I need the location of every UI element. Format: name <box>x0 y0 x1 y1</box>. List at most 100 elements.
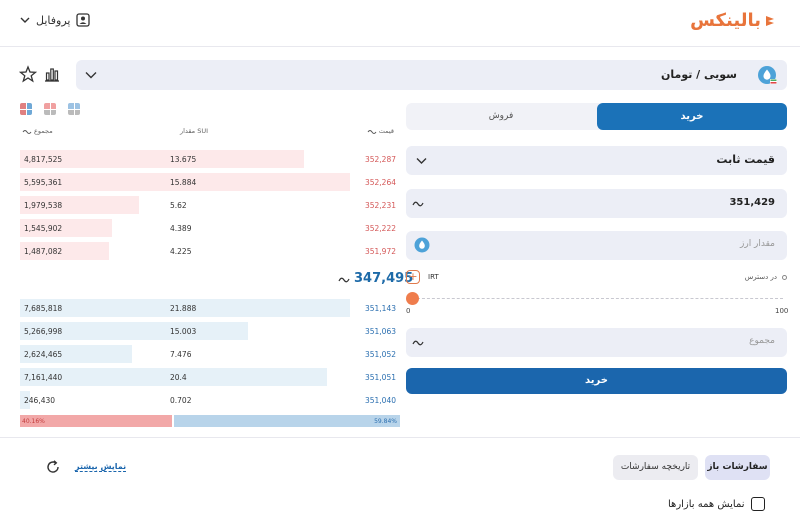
sell-ratio: 40.16% <box>20 415 172 427</box>
buy-total: 246,430 <box>24 396 56 405</box>
all-markets-checkbox[interactable] <box>750 497 765 511</box>
logo[interactable]: بالینکس <box>690 10 776 31</box>
sell-amount: 15.884 <box>170 178 197 187</box>
buy-depth-bar <box>20 391 30 409</box>
sell-total: 1,487,082 <box>24 247 63 256</box>
sell-total: 4,817,525 <box>24 155 63 164</box>
sui-coin-icon <box>414 237 430 253</box>
market-selector[interactable]: سویی / تومان <box>76 60 787 90</box>
sell-total: 5,595,361 <box>24 178 63 187</box>
sell-order-row[interactable]: 1,545,902 4.389 352,222 <box>20 219 400 237</box>
sui-coin-icon <box>758 66 777 84</box>
buy-price: 351,143 <box>364 304 396 313</box>
buy-amount: 15.003 <box>170 327 197 336</box>
slider-max-label: 100 <box>775 307 789 315</box>
buy-sell-tabs: فروش خرید <box>406 103 787 130</box>
toman-icon <box>412 340 424 346</box>
chart-icon[interactable] <box>43 65 61 83</box>
buy-price: 351,052 <box>364 350 396 359</box>
sell-amount: 5.62 <box>170 201 187 210</box>
amount-slider[interactable] <box>406 292 787 306</box>
section-divider <box>0 437 800 438</box>
buy-depth-bar <box>20 322 248 340</box>
buy-price: 351,040 <box>364 396 396 405</box>
show-more-link[interactable]: نمایش بیشتر <box>75 462 127 472</box>
sell-price: 352,231 <box>364 201 396 210</box>
top-header: بالینکس پروفایل <box>0 0 800 47</box>
market-name: سویی / تومان <box>660 68 737 81</box>
submit-buy-button[interactable]: خرید <box>406 368 787 394</box>
buy-amount: 7.476 <box>170 350 192 359</box>
refresh-icon[interactable] <box>45 459 61 475</box>
add-funds-button[interactable]: + <box>406 270 420 284</box>
buy-price: 351,051 <box>364 373 396 382</box>
buy-amount: 0.702 <box>170 396 192 405</box>
sell-price: 352,264 <box>364 178 396 187</box>
toman-icon <box>22 130 32 134</box>
buy-order-row[interactable]: 246,430 0.702 351,040 <box>20 391 400 409</box>
view-both-icon[interactable] <box>20 103 32 115</box>
sell-order-row[interactable]: 1,979,538 5.62 352,231 <box>20 196 400 214</box>
available-label: در دسترس <box>744 273 777 281</box>
profile-menu[interactable]: پروفایل <box>20 13 91 27</box>
sell-order-row[interactable]: 4,817,525 13.675 352,287 <box>20 150 400 168</box>
sell-depth-bar <box>20 196 139 214</box>
buy-order-row[interactable]: 7,685,818 21.888 351,143 <box>20 299 400 317</box>
buy-sell-ratio-bar: 40.16% 59.84% <box>20 415 400 427</box>
last-price: 347,495 <box>338 271 413 286</box>
order-type-label: قیمت ثابت <box>716 153 775 166</box>
buy-ratio: 59.84% <box>174 415 400 427</box>
available-balance: + IRT در دسترس <box>406 270 787 284</box>
buy-order-row[interactable]: 2,624,465 7.476 351,052 <box>20 345 400 363</box>
open-orders-tab[interactable]: سفارشات باز <box>705 455 770 480</box>
order-history-tab[interactable]: تاریخچه سفارشات <box>613 455 698 480</box>
buy-order-row[interactable]: 5,266,998 15.003 351,063 <box>20 322 400 340</box>
available-indicator-icon <box>782 275 787 280</box>
sell-depth-bar <box>20 173 350 191</box>
price-value: 351,429 <box>729 197 775 208</box>
total-input[interactable]: مجموع <box>406 328 787 357</box>
header-amount: مقدار SUI <box>180 127 209 135</box>
amount-input[interactable]: مقدار ارز <box>406 231 787 260</box>
buy-depth-bar <box>20 345 132 363</box>
order-type-select[interactable]: قیمت ثابت <box>406 146 787 175</box>
sell-order-row[interactable]: 5,595,361 15.884 352,264 <box>20 173 400 191</box>
sell-order-row[interactable]: 1,487,082 4.225 351,972 <box>20 242 400 260</box>
slider-track <box>412 298 783 299</box>
toman-icon <box>338 277 350 282</box>
buy-depth-bar <box>20 299 350 317</box>
user-icon <box>76 13 91 27</box>
sell-amount: 4.225 <box>170 247 192 256</box>
buy-depth-bar <box>20 368 327 386</box>
profile-label: پروفایل <box>36 13 71 27</box>
buy-total: 5,266,998 <box>24 327 63 336</box>
sell-price: 352,222 <box>364 224 396 233</box>
view-buys-icon[interactable] <box>68 103 80 115</box>
amount-placeholder: مقدار ارز <box>740 239 775 249</box>
sell-depth-bar <box>20 219 112 237</box>
slider-knob[interactable] <box>406 292 419 305</box>
all-markets-label: نمایش همه بازارها <box>668 498 745 510</box>
tab-buy[interactable]: خرید <box>597 103 787 130</box>
tab-sell[interactable]: فروش <box>488 111 514 121</box>
favorite-star-icon[interactable] <box>19 65 37 83</box>
chevron-down-icon <box>20 17 30 23</box>
sell-depth-bar <box>20 150 304 168</box>
buy-amount: 20.4 <box>170 373 187 382</box>
view-sells-icon[interactable] <box>44 103 56 115</box>
available-unit: IRT <box>428 273 439 281</box>
buy-total: 2,624,465 <box>24 350 63 359</box>
buy-order-row[interactable]: 7,161,440 20.4 351,051 <box>20 368 400 386</box>
last-price-value: 347,495 <box>354 271 414 286</box>
total-placeholder: مجموع <box>749 336 775 346</box>
buy-price: 351,063 <box>364 327 396 336</box>
sell-total: 1,545,902 <box>24 224 63 233</box>
orderbook-view-toggles <box>20 103 80 115</box>
toman-icon <box>367 130 377 134</box>
buy-total: 7,685,818 <box>24 304 63 313</box>
buy-total: 7,161,440 <box>24 373 63 382</box>
price-input[interactable]: 351,429 <box>406 189 787 218</box>
chevron-down-icon <box>416 158 427 164</box>
show-all-markets[interactable]: نمایش همه بازارها <box>668 497 765 511</box>
sell-depth-bar <box>20 242 109 260</box>
